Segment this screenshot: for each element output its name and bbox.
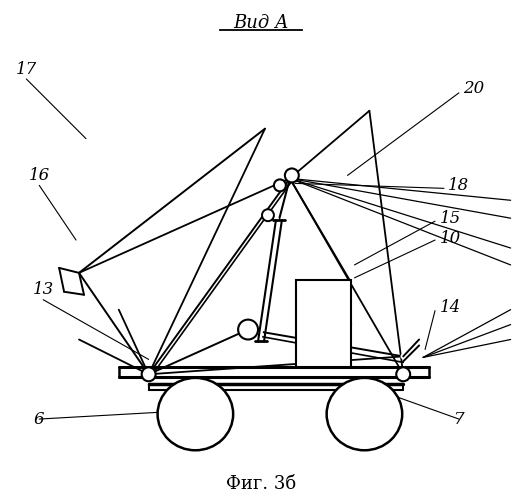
Text: 16: 16: [29, 167, 50, 184]
Text: 14: 14: [440, 299, 462, 316]
Text: Фиг. 3б: Фиг. 3б: [226, 474, 296, 492]
Ellipse shape: [157, 378, 233, 450]
Ellipse shape: [327, 378, 402, 450]
Circle shape: [285, 168, 299, 182]
Circle shape: [262, 209, 274, 221]
Text: 6: 6: [34, 410, 44, 428]
Text: 13: 13: [32, 282, 54, 298]
Text: 17: 17: [16, 60, 37, 78]
Text: Вид А: Вид А: [233, 14, 289, 32]
Circle shape: [238, 320, 258, 340]
Text: 15: 15: [440, 210, 462, 226]
Text: 18: 18: [448, 177, 470, 194]
Circle shape: [142, 368, 155, 382]
Bar: [296, 280, 351, 368]
Text: 7: 7: [453, 410, 464, 428]
Circle shape: [274, 180, 286, 192]
Circle shape: [396, 368, 410, 382]
Text: 10: 10: [440, 230, 462, 246]
Text: 20: 20: [463, 80, 484, 98]
